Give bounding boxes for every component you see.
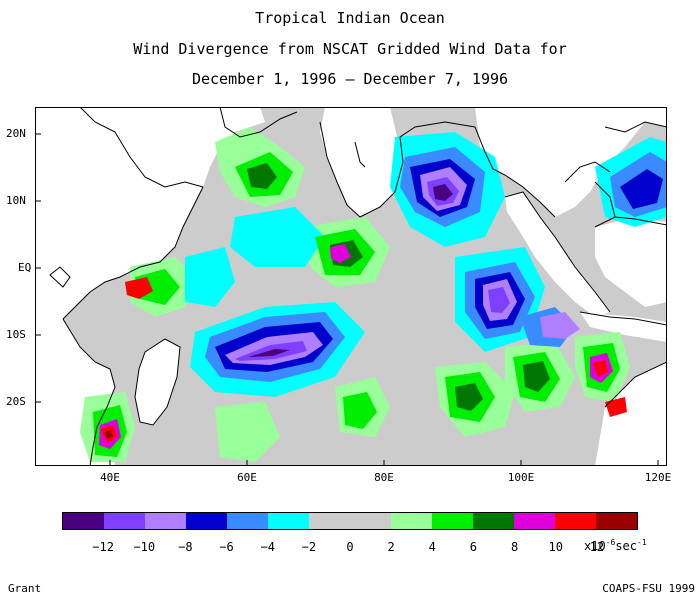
colorbar-labels: −12 −10 −8 −6 −4 −2 0 2 4 6 8 10 12 bbox=[0, 540, 700, 558]
colorbar-tick-label: 8 bbox=[510, 540, 519, 554]
lon-label-60e: 60E bbox=[237, 471, 257, 484]
coastline bbox=[49, 107, 667, 466]
contour-cyan bbox=[230, 207, 325, 267]
lat-label-10s: 10S bbox=[6, 328, 26, 341]
contour-lightpurple bbox=[540, 312, 580, 339]
lat-label-eq: EQ bbox=[18, 261, 32, 274]
colorbar-tick-label: 4 bbox=[428, 540, 436, 554]
unit-exponent-1: -6 bbox=[605, 538, 616, 547]
contour-darkpurple bbox=[433, 184, 453, 201]
colorbar-tick-label: −6 bbox=[219, 540, 234, 554]
contour-red bbox=[125, 277, 153, 299]
contour-purple bbox=[488, 287, 510, 313]
lat-label-20s: 20S bbox=[6, 395, 26, 408]
colorbar-tick-label: −2 bbox=[301, 540, 317, 554]
contour-darkblue bbox=[620, 169, 663, 209]
colorbar-swatch bbox=[391, 513, 432, 529]
colorbar-swatch bbox=[473, 513, 514, 529]
colorbar-swatch bbox=[350, 513, 391, 529]
author-credit: Grant bbox=[8, 582, 42, 595]
lat-label-10n: 10N bbox=[6, 194, 26, 207]
title-line-2: Wind Divergence from NSCAT Gridded Wind … bbox=[133, 40, 567, 58]
lon-label-40e: 40E bbox=[100, 471, 120, 484]
colorbar-tick-label: 6 bbox=[469, 540, 478, 554]
lon-label-100e: 100E bbox=[507, 471, 535, 484]
colorbar-swatch bbox=[596, 513, 637, 529]
colorbar-tick-label: −10 bbox=[133, 540, 156, 554]
colorbar-swatch bbox=[104, 513, 145, 529]
colorbar-tick-label: −12 bbox=[92, 540, 114, 554]
title-line-3: December 1, 1996 – December 7, 1996 bbox=[191, 70, 509, 88]
contour-darkgreen bbox=[523, 361, 550, 392]
contour-darkgreen bbox=[455, 383, 483, 411]
contour-darkred bbox=[105, 430, 113, 439]
colorbar-swatch bbox=[514, 513, 555, 529]
colorbar-tick-label: 0 bbox=[346, 540, 354, 554]
contour-cyan bbox=[185, 247, 235, 307]
colorbar-swatch bbox=[268, 513, 309, 529]
contour-magenta bbox=[330, 244, 351, 263]
colorbar-swatch bbox=[63, 513, 104, 529]
colorbar-swatch bbox=[145, 513, 186, 529]
colorbar-tick-label: 12 bbox=[589, 540, 605, 554]
unit-exponent-2: -1 bbox=[637, 538, 647, 547]
colorbar-tick-label: 10 bbox=[548, 540, 563, 554]
lon-label-80e: 80E bbox=[374, 471, 394, 484]
lat-label-20n: 20N bbox=[6, 127, 26, 140]
title-line-1: Tropical Indian Ocean bbox=[255, 9, 445, 27]
colorbar-tick-label: −8 bbox=[178, 540, 193, 554]
axis-ticks bbox=[35, 133, 659, 466]
colorbar-swatch bbox=[227, 513, 268, 529]
unit-x10: x10 bbox=[584, 539, 606, 553]
contour-red bbox=[593, 360, 608, 377]
contour-green bbox=[343, 392, 377, 429]
institution-credit: COAPS-FSU 1999 bbox=[602, 582, 695, 595]
colorbar-swatch bbox=[186, 513, 227, 529]
divergence-field bbox=[80, 127, 667, 462]
colorbar-tick-label: 2 bbox=[387, 540, 395, 554]
plot-border bbox=[35, 107, 667, 466]
lon-label-120e: 120E bbox=[644, 471, 672, 484]
colorbar-swatch bbox=[432, 513, 473, 529]
map-plot bbox=[35, 107, 667, 466]
contour-darkgreen bbox=[247, 163, 277, 189]
contour-darkpurple bbox=[248, 349, 290, 357]
colorbar-unit: x10-6sec-1 bbox=[584, 538, 647, 553]
contour-lightgreen bbox=[215, 402, 280, 462]
colorbar-swatch bbox=[555, 513, 596, 529]
colorbar bbox=[62, 512, 638, 530]
colorbar-tick-label: −4 bbox=[260, 540, 275, 554]
colorbar-swatch bbox=[309, 513, 350, 529]
unit-sec: sec bbox=[615, 539, 638, 553]
